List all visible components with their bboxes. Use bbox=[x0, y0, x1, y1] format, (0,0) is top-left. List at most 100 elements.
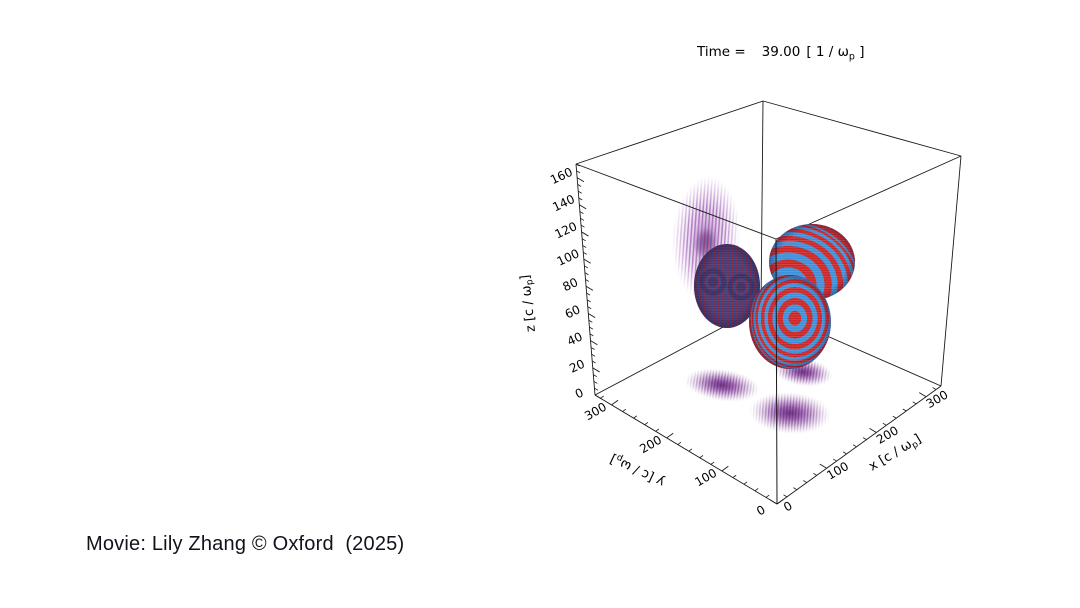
y-tick-label: 300 bbox=[582, 400, 609, 424]
laser-pulse-front bbox=[749, 275, 831, 369]
time-value: 39.00 bbox=[761, 44, 801, 60]
z-major-tick bbox=[576, 177, 585, 183]
box-edge bbox=[776, 385, 942, 505]
z-minor-tick bbox=[578, 190, 582, 194]
z-minor-tick bbox=[586, 299, 591, 303]
time-unit-open: [ 1 / ω bbox=[806, 44, 849, 60]
z-minor-tick bbox=[581, 238, 586, 242]
box-edge-front bbox=[775, 238, 778, 505]
y-major-tick bbox=[776, 498, 784, 505]
z-tick-label: 0 bbox=[573, 385, 586, 401]
y-minor-tick bbox=[677, 441, 682, 445]
front-box-edge bbox=[775, 238, 778, 505]
z-major-tick bbox=[592, 367, 600, 373]
y-minor-tick bbox=[710, 461, 715, 465]
z-minor-tick bbox=[593, 374, 597, 378]
x-major-tick bbox=[769, 499, 778, 505]
z-tick-label: 60 bbox=[563, 302, 583, 321]
y-minor-tick bbox=[732, 474, 737, 478]
y-major-tick bbox=[611, 399, 619, 406]
z-minor-tick bbox=[586, 292, 591, 296]
x-minor-tick bbox=[882, 422, 887, 426]
y-minor-tick bbox=[622, 408, 627, 412]
z-major-tick bbox=[581, 231, 589, 237]
z-minor-tick bbox=[591, 353, 596, 357]
z-tick-label: 140 bbox=[550, 192, 577, 214]
z-minor-tick bbox=[592, 360, 596, 364]
z-minor-tick bbox=[580, 224, 585, 228]
x-major-tick bbox=[869, 427, 877, 433]
x-minor-tick bbox=[932, 387, 937, 390]
credit-text: Movie: Lily Zhang © Oxford (2025) bbox=[86, 533, 405, 555]
z-minor-tick bbox=[594, 387, 599, 391]
time-unit: [ 1 / ωp ] bbox=[806, 44, 865, 63]
time-label: Time = bbox=[697, 44, 746, 60]
y-minor-tick bbox=[644, 422, 649, 426]
z-minor-tick bbox=[588, 319, 593, 323]
z-minor-tick bbox=[578, 197, 583, 201]
z-major-tick bbox=[583, 258, 591, 264]
z-minor-tick bbox=[584, 272, 589, 276]
z-minor-tick bbox=[589, 333, 594, 337]
laser-pulses bbox=[694, 224, 855, 369]
omega-subscript: p bbox=[848, 51, 855, 63]
z-minor-tick bbox=[580, 218, 585, 221]
y-minor-tick bbox=[754, 488, 759, 492]
z-major-tick bbox=[590, 340, 598, 346]
y-tick-label: 0 bbox=[754, 503, 768, 519]
x-minor-tick bbox=[862, 437, 867, 440]
x-minor-tick bbox=[832, 458, 837, 462]
x-minor-tick bbox=[852, 444, 857, 448]
z-minor-tick bbox=[585, 279, 590, 282]
z-minor-tick bbox=[590, 347, 595, 350]
z-tick-label: 40 bbox=[565, 329, 585, 348]
x-minor-tick bbox=[783, 494, 788, 498]
y-axis-label: y [c / ωp] bbox=[608, 450, 668, 490]
y-tick-label: 100 bbox=[692, 466, 719, 490]
box-edge bbox=[760, 100, 764, 308]
z-minor-tick bbox=[579, 211, 584, 214]
floor-projection-left bbox=[684, 368, 760, 402]
x-minor-tick bbox=[813, 472, 817, 476]
x-tick-label: 100 bbox=[824, 459, 851, 483]
z-minor-tick bbox=[589, 326, 594, 330]
x-minor-tick bbox=[892, 415, 897, 419]
box-edge bbox=[762, 100, 962, 157]
z-major-tick bbox=[588, 313, 596, 318]
x-major-tick bbox=[918, 392, 927, 398]
x-tick-label: 300 bbox=[924, 387, 951, 411]
y-minor-tick bbox=[600, 395, 604, 399]
box-edge bbox=[594, 394, 778, 505]
z-minor-tick bbox=[584, 265, 589, 269]
y-major-tick bbox=[721, 465, 729, 472]
z-minor-tick bbox=[575, 163, 580, 167]
z-minor-tick bbox=[593, 381, 598, 384]
z-tick-label: 80 bbox=[560, 275, 580, 294]
y-minor-tick bbox=[765, 494, 770, 498]
floor-projection-front bbox=[749, 391, 831, 435]
z-minor-tick bbox=[583, 251, 587, 255]
z-minor-tick bbox=[577, 184, 582, 187]
z-minor-tick bbox=[582, 245, 587, 248]
z-tick-label: 100 bbox=[555, 246, 582, 268]
time-readout: Time = 39.00 [ 1 / ωp ] bbox=[697, 44, 864, 63]
box-edge bbox=[575, 100, 764, 165]
z-axis-label: z [c / ωp] bbox=[518, 274, 540, 333]
z-tick-label: 120 bbox=[553, 219, 580, 241]
z-major-tick bbox=[585, 285, 594, 291]
x-minor-tick bbox=[793, 487, 798, 491]
y-major-tick bbox=[666, 432, 674, 439]
z-tick-label: 160 bbox=[548, 165, 575, 187]
time-unit-close: ] bbox=[854, 44, 865, 60]
x-minor-tick bbox=[902, 408, 907, 412]
y-minor-tick bbox=[688, 448, 693, 452]
x-major-tick bbox=[819, 463, 827, 469]
y-tick-label: 200 bbox=[637, 433, 664, 457]
floor-projections bbox=[684, 357, 833, 435]
x-minor-tick bbox=[912, 401, 917, 405]
y-minor-tick bbox=[743, 481, 748, 485]
laser-pulse-left bbox=[694, 244, 760, 328]
z-minor-tick bbox=[576, 170, 581, 174]
